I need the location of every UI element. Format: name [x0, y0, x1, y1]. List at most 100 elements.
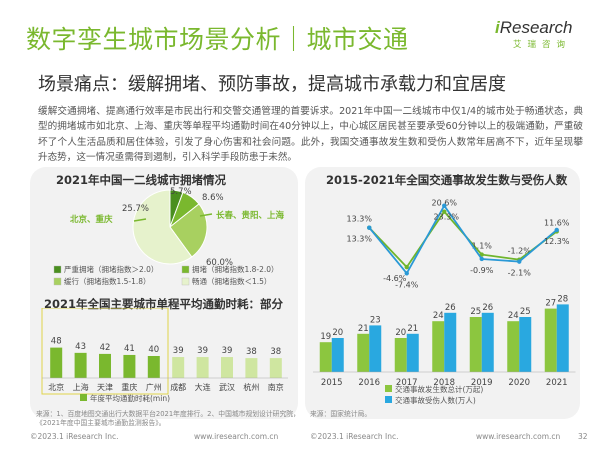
accident-legend-label: 交通事故发生数总计(万起)	[395, 384, 483, 394]
injury-growth-label: 13.3%	[347, 235, 373, 244]
accident-value-label: 24	[433, 311, 444, 321]
injury-count-bar	[369, 325, 382, 372]
pie-legend: 严重拥堵（拥堵指数＞2.0） 拥堵（拥堵指数1.8-2.0） 缓行（拥堵指数1.5-…	[53, 264, 279, 286]
iresearch-logo: iResearch 艾瑞咨询	[495, 18, 585, 58]
injury-legend-swatch	[385, 396, 392, 403]
legend-swatch	[181, 265, 190, 274]
footer-copyright-left: ©2023.1 iResearch Inc.	[30, 432, 119, 441]
injury-count-bar	[519, 317, 532, 372]
commute-category-label: 成都	[170, 382, 186, 392]
accident-value-label: 24	[508, 311, 519, 321]
footer-copyright-right: ©2023.1 iResearch Inc.	[310, 432, 399, 441]
accident-legend-swatch	[385, 385, 392, 392]
congestion-pie-chart: 5.7% 8.6% 25.7% 60.0% 北京、重庆 长春、贵阳、上海	[70, 187, 285, 268]
commute-category-label: 北京	[48, 382, 64, 392]
accident-growth-label: 1.1%	[472, 242, 493, 251]
accident-growth-label: 11.6%	[544, 218, 570, 227]
injury-growth-point	[442, 203, 447, 208]
commute-value-label: 42	[100, 343, 111, 353]
accident-count-bar	[357, 333, 370, 372]
commute-bar	[245, 358, 258, 378]
commute-bar	[99, 353, 111, 378]
commute-value-label: 38	[270, 347, 281, 357]
commute-category-label: 广州	[146, 382, 162, 392]
legend-label: 拥堵（拥堵指数1.8-2.0）	[192, 264, 279, 274]
source-note-left: 来源：1、百度地图交通出行大数据平台2021年度排行。2、中国城市规划设计研究院…	[36, 410, 300, 427]
commute-bar	[221, 357, 233, 378]
legend-label: 严重拥堵（拥堵指数＞2.0）	[64, 264, 158, 274]
commute-category-label: 大连	[195, 382, 211, 392]
commute-value-label: 39	[222, 346, 233, 356]
injury-growth-label: 12.3%	[544, 237, 570, 246]
injury-legend-label: 交通事故受伤人数(万人)	[395, 395, 476, 405]
intro-paragraph: 缓解交通拥堵、提高通行效率是市民出行和交警交通管理的首要诉求。2021年中国一二…	[38, 106, 583, 164]
commute-value-label: 39	[197, 346, 208, 356]
highlight-box	[41, 308, 169, 395]
injury-count-bar	[481, 312, 494, 372]
year-label: 2019	[471, 378, 493, 388]
commute-bar	[172, 357, 185, 378]
source-note-right: 来源：国家统计局。	[310, 410, 372, 418]
accident-growth-point	[404, 264, 409, 270]
accident-growth-label: 20.6%	[432, 199, 458, 208]
injury-value-label: 26	[482, 303, 493, 313]
accident-growth-label: 13.3%	[347, 215, 373, 224]
injury-value-label: 26	[445, 303, 456, 313]
commute-bar	[147, 356, 160, 378]
accident-value-label: 19	[320, 332, 331, 342]
pie-slice-label: 8.6%	[202, 193, 224, 203]
page-title: 数字孪生城市场景分析｜城市交通	[26, 25, 409, 54]
year-label: 2020	[508, 378, 530, 388]
pie-slice-2	[169, 203, 208, 258]
commute-legend-label: 年度平均通勤时耗(min)	[90, 393, 170, 403]
commute-bar	[196, 357, 209, 378]
accident-growth-point	[479, 252, 484, 257]
injury-growth-label: -2.1%	[508, 269, 532, 278]
accident-growth-line	[368, 210, 558, 269]
commute-category-label: 杭州	[243, 382, 259, 392]
injury-count-bar	[444, 312, 457, 372]
commute-bar	[269, 358, 282, 378]
commute-legend-swatch	[80, 394, 87, 401]
pie-slice-label: 60.0%	[206, 258, 233, 268]
injury-growth-point	[479, 256, 484, 262]
injury-growth-point	[517, 259, 522, 264]
accident-value-label: 20	[395, 328, 406, 338]
legend-swatch	[181, 277, 190, 286]
commute-value-label: 40	[148, 345, 159, 355]
year-label: 2017	[396, 378, 418, 388]
footer-url-right: www.iresearch.com.cn	[476, 432, 561, 441]
commute-bar	[50, 347, 63, 378]
pie-callout-right: 长春、贵阳、上海	[216, 210, 285, 221]
accident-count-bar	[432, 321, 445, 372]
commute-category-label: 南京	[268, 382, 284, 392]
commute-bar	[123, 354, 136, 378]
footer-url-left: www.iresearch.com.cn	[194, 432, 279, 441]
injury-count-bar	[331, 338, 344, 372]
year-label: 2015	[321, 378, 343, 388]
pie-slice-label: 5.7%	[170, 187, 192, 197]
injury-count-bar	[556, 304, 569, 372]
year-label: 2021	[546, 378, 568, 388]
accident-value-label: 21	[358, 324, 369, 334]
pie-slice-label: 25.7%	[122, 204, 149, 214]
callout-arrow-left	[133, 218, 147, 222]
accident-growth-point	[442, 209, 447, 214]
commute-category-label: 上海	[73, 382, 89, 392]
injury-growth-point	[367, 225, 372, 230]
commute-value-label: 43	[75, 342, 86, 352]
page-number: 32	[578, 432, 588, 441]
accident-count-bar	[544, 308, 557, 372]
accident-count-bar	[319, 342, 332, 372]
accident-growth-label: -4.6%	[383, 274, 407, 283]
injury-growth-label: -7.4%	[395, 280, 419, 289]
accident-value-label: 25	[470, 307, 481, 317]
injury-growth-line	[368, 204, 558, 275]
legend-swatch	[53, 277, 62, 286]
accident-count-bar	[394, 338, 407, 372]
logo-text: Research	[499, 18, 573, 37]
injury-growth-label: 23.3%	[434, 213, 460, 222]
injury-value-label: 23	[370, 315, 381, 325]
injury-value-label: 21	[407, 324, 418, 334]
